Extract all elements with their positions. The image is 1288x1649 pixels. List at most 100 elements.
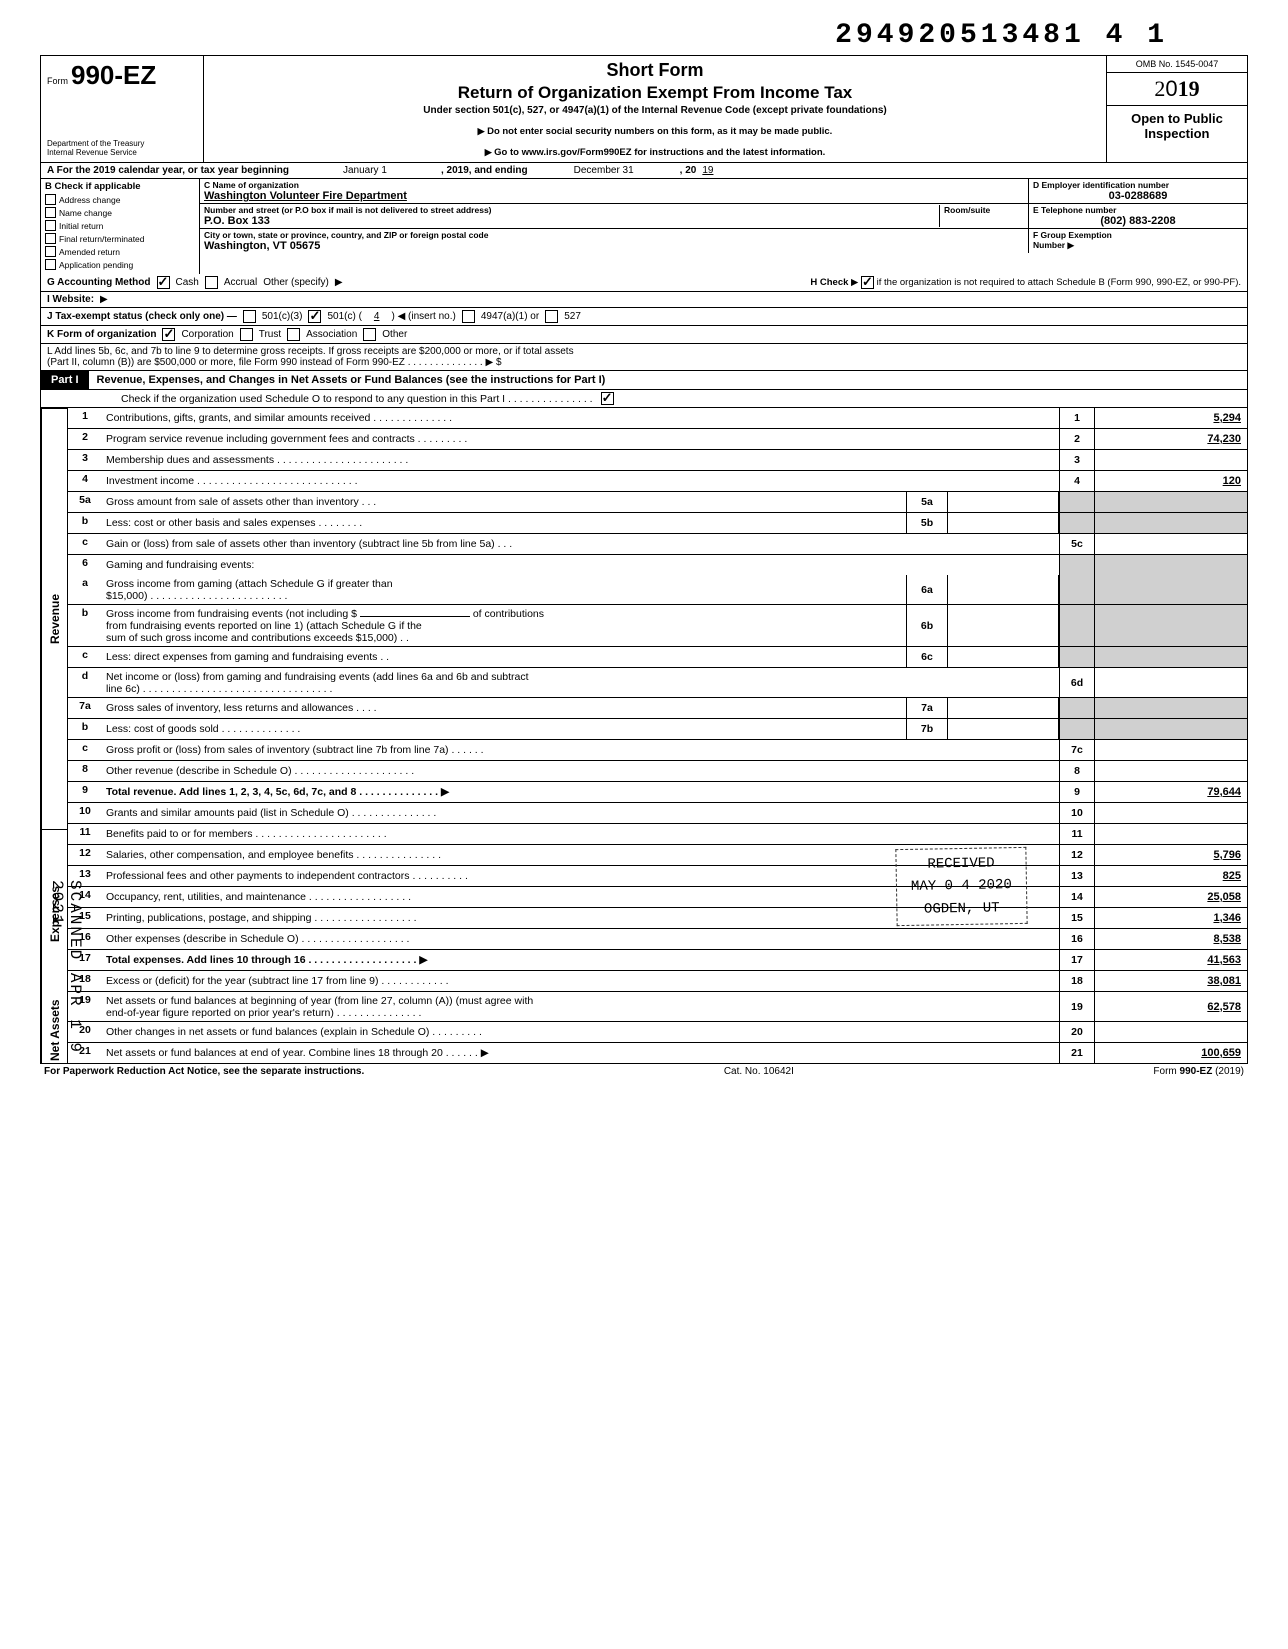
ln-12-amt[interactable]: 5,796 xyxy=(1213,849,1241,861)
ln-7c-amt[interactable] xyxy=(1094,740,1247,760)
year-end[interactable]: December 31 xyxy=(534,165,674,176)
ln-6a-amt xyxy=(1094,575,1247,604)
chk-name-change[interactable] xyxy=(45,207,56,218)
chk-initial-return[interactable] xyxy=(45,220,56,231)
lbl-address-change: Address change xyxy=(59,195,120,205)
line-5b: b Less: cost or other basis and sales ex… xyxy=(68,513,1247,534)
val-ein[interactable]: 03-0288689 xyxy=(1033,190,1243,202)
ln-9-amt[interactable]: 79,644 xyxy=(1207,786,1241,798)
ln-12-num: 12 xyxy=(68,845,102,865)
ln-6b-t3: sum of such gross income and contributio… xyxy=(106,632,409,644)
val-street[interactable]: P.O. Box 133 xyxy=(204,215,939,227)
chk-cash[interactable] xyxy=(157,276,170,289)
tax-year: 2019 xyxy=(1107,73,1247,106)
line-11: 11 Benefits paid to or for members . . .… xyxy=(68,824,1247,845)
chk-address-change[interactable] xyxy=(45,194,56,205)
chk-527[interactable] xyxy=(545,310,558,323)
ln-10-amt[interactable] xyxy=(1094,803,1247,823)
ln-6d-amt[interactable] xyxy=(1094,668,1247,697)
chk-association[interactable] xyxy=(287,328,300,341)
ln-17-amt[interactable]: 41,563 xyxy=(1207,954,1241,966)
ln-15-amt[interactable]: 1,346 xyxy=(1213,912,1241,924)
ln-8-amt[interactable] xyxy=(1094,761,1247,781)
row-g-accounting: G Accounting Method Cash Accrual Other (… xyxy=(40,274,1248,292)
ln-18-amt[interactable]: 38,081 xyxy=(1207,975,1241,987)
val-city[interactable]: Washington, VT 05675 xyxy=(204,240,1024,252)
ln-6b-blank[interactable] xyxy=(360,616,470,617)
ln-2-amt[interactable]: 74,230 xyxy=(1207,433,1241,445)
ln-7b-amt xyxy=(1094,719,1247,739)
lbl-accounting-method: G Accounting Method xyxy=(47,277,151,288)
ln-13-amt[interactable]: 825 xyxy=(1223,870,1241,882)
ln-20-amt[interactable] xyxy=(1094,1022,1247,1042)
val-phone[interactable]: (802) 883-2208 xyxy=(1033,215,1243,227)
chk-501c3[interactable] xyxy=(243,310,256,323)
val-501c-num[interactable]: 4 xyxy=(368,311,386,322)
ln-6d-num: d xyxy=(68,668,102,697)
val-org-name[interactable]: Washington Volunteer Fire Department xyxy=(204,190,1024,202)
chk-amended-return[interactable] xyxy=(45,246,56,257)
line-19: 19 Net assets or fund balances at beginn… xyxy=(68,992,1247,1022)
ln-15-text: Printing, publications, postage, and shi… xyxy=(102,908,1059,928)
row-k-form-org: K Form of organization Corporation Trust… xyxy=(40,326,1248,344)
line-6c: c Less: direct expenses from gaming and … xyxy=(68,647,1247,668)
chk-corporation[interactable] xyxy=(162,328,175,341)
chk-schedule-b[interactable] xyxy=(861,276,874,289)
year-d1: 2 xyxy=(1154,76,1165,101)
ln-7a-mval[interactable] xyxy=(948,698,1059,718)
ln-3-amt[interactable] xyxy=(1094,450,1247,470)
ln-5a-mval[interactable] xyxy=(948,492,1059,512)
chk-schedule-o[interactable] xyxy=(601,392,614,405)
chk-final-return[interactable] xyxy=(45,233,56,244)
chk-other-org[interactable] xyxy=(363,328,376,341)
lbl-room: Room/suite xyxy=(944,205,1024,215)
ln-19-t2: end-of-year figure reported on prior yea… xyxy=(106,1007,421,1019)
ln-1-amt[interactable]: 5,294 xyxy=(1213,412,1241,424)
ln-7b-mval[interactable] xyxy=(948,719,1059,739)
ln-5b-amt xyxy=(1094,513,1247,533)
ln-6-box xyxy=(1059,555,1094,575)
form-subtitle: Under section 501(c), 527, or 4947(a)(1)… xyxy=(212,105,1098,116)
ln-19-amt[interactable]: 62,578 xyxy=(1207,1001,1241,1013)
ln-6b-mval[interactable] xyxy=(948,605,1059,646)
ln-4-amt[interactable]: 120 xyxy=(1223,475,1241,487)
ln-21-text: Net assets or fund balances at end of ye… xyxy=(102,1043,1059,1063)
ln-6a-mval[interactable] xyxy=(948,575,1059,604)
ln-5a-num: 5a xyxy=(68,492,102,512)
ln-10-num: 10 xyxy=(68,803,102,823)
line-5c: c Gain or (loss) from sale of assets oth… xyxy=(68,534,1247,555)
lbl-tax-exempt: J Tax-exempt status (check only one) — xyxy=(47,311,237,322)
lbl-accrual: Accrual xyxy=(224,277,257,288)
ln-5c-amt[interactable] xyxy=(1094,534,1247,554)
ln-5a-mbox: 5a xyxy=(906,492,948,512)
ln-21-amt[interactable]: 100,659 xyxy=(1201,1047,1241,1059)
ln-5b-mval[interactable] xyxy=(948,513,1059,533)
ln-6-text: Gaming and fundraising events: xyxy=(102,555,1059,575)
ln-16-amt[interactable]: 8,538 xyxy=(1213,933,1241,945)
chk-trust[interactable] xyxy=(240,328,253,341)
ln-11-amt[interactable] xyxy=(1094,824,1247,844)
ln-14-amt[interactable]: 25,058 xyxy=(1207,891,1241,903)
lbl-name-change: Name change xyxy=(59,208,112,218)
year-yy[interactable]: 19 xyxy=(702,165,713,176)
chk-application-pending[interactable] xyxy=(45,259,56,270)
ln-6-amt xyxy=(1094,555,1247,575)
chk-501c[interactable] xyxy=(308,310,321,323)
ln-6c-num: c xyxy=(68,647,102,667)
ln-7a-amt xyxy=(1094,698,1247,718)
ln-3-box: 3 xyxy=(1059,450,1094,470)
part-1-tag: Part I xyxy=(41,371,89,389)
field-phone: E Telephone number (802) 883-2208 xyxy=(1028,204,1247,228)
year-begin[interactable]: January 1 xyxy=(295,165,435,176)
line-7a: 7a Gross sales of inventory, less return… xyxy=(68,698,1247,719)
ln-6c-mval[interactable] xyxy=(948,647,1059,667)
ln-7c-box: 7c xyxy=(1059,740,1094,760)
line-6: 6 Gaming and fundraising events: xyxy=(68,555,1247,575)
columns-c-d-e-f: C Name of organization Washington Volunt… xyxy=(200,179,1247,274)
chk-4947a1[interactable] xyxy=(462,310,475,323)
chk-accrual[interactable] xyxy=(205,276,218,289)
ln-13-text: Professional fees and other payments to … xyxy=(102,866,1059,886)
ln-16-box: 16 xyxy=(1059,929,1094,949)
row-a-mid: , 2019, and ending xyxy=(441,165,528,176)
lbl-city: City or town, state or province, country… xyxy=(204,230,1024,240)
